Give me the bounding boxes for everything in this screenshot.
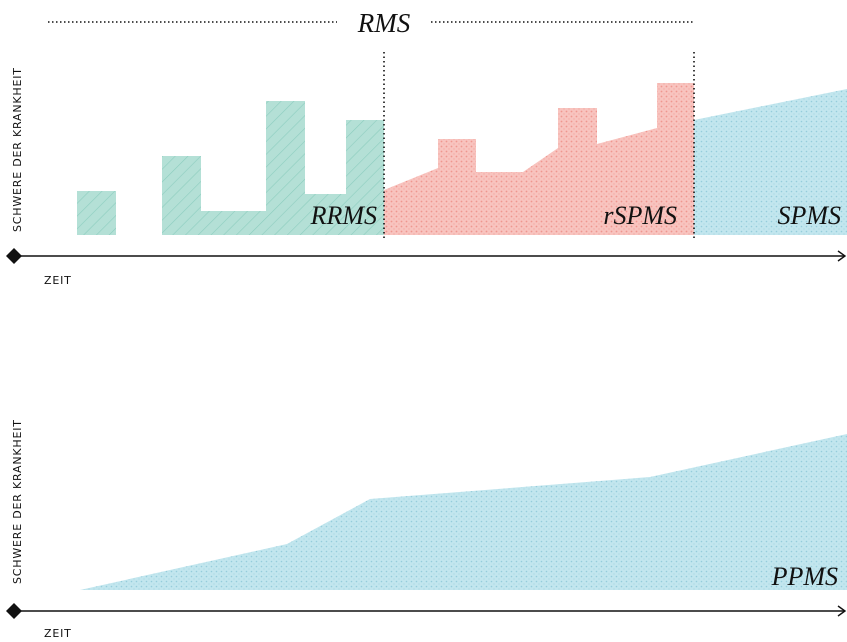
bottom-axis-arrow-icon xyxy=(837,605,847,617)
top-panel: RMS RRMS rSPMS SPMS SCHWERE DER KRANKHEI… xyxy=(6,8,847,287)
bottom-axis-origin-diamond xyxy=(6,603,22,619)
ppms-area xyxy=(80,434,847,590)
top-axis-origin-diamond xyxy=(6,248,22,264)
rspms-area xyxy=(384,83,694,235)
rms-title: RMS xyxy=(357,8,411,38)
rrms-label: RRMS xyxy=(310,201,377,230)
spms-label: SPMS xyxy=(777,201,841,230)
spms-area xyxy=(694,89,847,235)
bottom-x-axis-label: ZEIT xyxy=(44,627,72,640)
rrms-relapse-steps xyxy=(162,101,384,235)
top-axis-arrow-icon xyxy=(837,250,847,262)
rrms-area xyxy=(77,101,384,235)
top-x-axis-label: ZEIT xyxy=(44,274,72,287)
rspms-label: rSPMS xyxy=(603,201,677,230)
bottom-y-axis-label: SCHWERE DER KRANKHEIT xyxy=(11,419,24,584)
ppms-label: PPMS xyxy=(771,562,838,591)
rrms-relapse-bar xyxy=(77,191,116,235)
bottom-panel: PPMS SCHWERE DER KRANKHEIT ZEIT xyxy=(6,419,847,640)
top-y-axis-label: SCHWERE DER KRANKHEIT xyxy=(11,67,24,232)
